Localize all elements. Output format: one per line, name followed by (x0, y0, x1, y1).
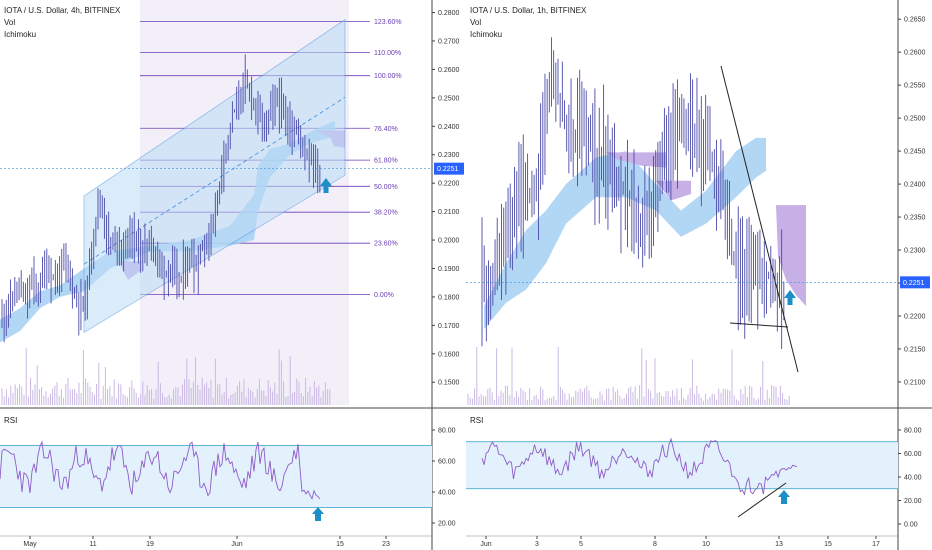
date-tick-label: 5 (579, 541, 583, 548)
price-tick-label: 0.2200 (438, 181, 460, 188)
right-ichimoku-label: Ichimoku (470, 30, 503, 39)
up-arrow-icon (778, 490, 790, 504)
trendline-lower (729, 322, 789, 328)
right-chart-svg: 0.2650 0.2600 0.2550 0.2500 0.2450 0.2400 0.23… (466, 0, 932, 550)
fib-level-label: 100.00% (374, 73, 402, 80)
left-chart-pane: 0.2800 0.2700 0.2600 0.2500 0.2400 0.2300 0.22… (0, 0, 466, 550)
price-tick-label: 0.2500 (438, 95, 460, 102)
price-tick-label: 0.2350 (904, 215, 926, 222)
left-chart-title: IOTA / U.S. Dollar, 4h, BITFINEX (4, 6, 121, 15)
price-tick-label: 0.2800 (438, 10, 460, 17)
rsi-band (0, 445, 432, 508)
price-tick-label: 0.2600 (438, 67, 460, 74)
current-price-label: 0.2251 (903, 280, 925, 287)
date-tick-label: Jun (231, 541, 242, 548)
current-price-label: 0.2251 (437, 166, 459, 173)
price-tick-label: 0.2700 (438, 38, 460, 45)
price-tick-label: 0.1800 (438, 294, 460, 301)
rsi-line (0, 440, 321, 500)
price-tick-label: 0.2500 (904, 116, 926, 123)
date-tick-label: 17 (872, 541, 880, 548)
date-tick-label: 13 (775, 541, 783, 548)
right-rsi-label: RSI (470, 416, 484, 425)
price-tick-label: 0.2150 (904, 346, 926, 353)
price-tick-label: 0.2600 (904, 50, 926, 57)
rsi-trendline (737, 482, 787, 518)
price-tick-label: 0.2000 (438, 238, 460, 245)
rsi-tick-label: 20.00 (438, 521, 456, 528)
date-tick-label: May (23, 541, 37, 548)
date-tick-label: Jun (480, 541, 491, 548)
price-tick-label: 0.2200 (904, 313, 926, 320)
trendline-upper (720, 65, 799, 373)
date-tick-label: 23 (382, 541, 390, 548)
rsi-tick-label: 60.00 (904, 451, 922, 458)
date-tick-label: 3 (535, 541, 539, 548)
rsi-line (481, 437, 798, 496)
date-tick-label: 19 (146, 541, 154, 548)
price-tick-label: 0.2100 (904, 379, 926, 386)
right-chart-title: IOTA / U.S. Dollar, 1h, BITFINEX (470, 6, 587, 15)
ichimoku-cloud-bearish (776, 205, 806, 307)
right-legend: IOTA / U.S. Dollar, 1h, BITFINEX Vol Ich… (470, 5, 586, 41)
rsi-tick-label: 80.00 (904, 428, 922, 435)
price-tick-label: 0.2550 (904, 83, 926, 90)
date-tick-label: 15 (336, 541, 344, 548)
rsi-tick-label: 20.00 (904, 498, 922, 505)
current-price-tag (434, 162, 464, 175)
rsi-tick-label: 40.00 (438, 490, 456, 497)
current-price-tag (900, 276, 930, 289)
price-tick-label: 0.1500 (438, 380, 460, 387)
up-arrow-icon (320, 178, 332, 193)
rsi-tick-label: 40.00 (904, 475, 922, 482)
ichimoku-cloud (484, 137, 766, 330)
date-tick-label: 11 (89, 541, 96, 548)
date-tick-label: 10 (702, 541, 710, 548)
rsi-band (466, 441, 898, 489)
price-tick-label: 0.2400 (904, 182, 926, 189)
fib-level-label: 76.40% (374, 126, 398, 133)
price-tick-label: 0.2650 (904, 17, 926, 24)
date-tick-label: 8 (653, 541, 657, 548)
rsi-tick-label: 80.00 (438, 428, 456, 435)
right-chart-pane: 0.2650 0.2600 0.2550 0.2500 0.2450 0.2400 0.23… (466, 0, 932, 550)
ichimoku-cloud-bearish (656, 180, 691, 201)
price-tick-label: 0.1700 (438, 323, 460, 330)
fib-level-label: 38.20% (374, 210, 398, 217)
price-tick-label: 0.1900 (438, 266, 460, 273)
price-tick-label: 0.2300 (904, 248, 926, 255)
up-arrow-icon (312, 507, 324, 521)
rsi-tick-label: 60.00 (438, 459, 456, 466)
price-tick-label: 0.2400 (438, 124, 460, 131)
date-tick-label: 15 (824, 541, 832, 548)
up-arrow-icon (784, 290, 796, 305)
fib-level-label: 0.00% (374, 292, 394, 299)
rsi-tick-label: 0.00 (904, 522, 918, 529)
left-rsi-label: RSI (4, 416, 18, 425)
price-tick-label: 0.2300 (438, 152, 460, 159)
price-tick-label: 0.1600 (438, 351, 460, 358)
left-chart-svg: 0.2800 0.2700 0.2600 0.2500 0.2400 0.2300 0.22… (0, 0, 466, 550)
left-vol-label: Vol (4, 18, 16, 27)
fib-level-label: 110.00% (374, 50, 401, 57)
fib-level-label: 61.80% (374, 158, 398, 165)
left-ichimoku-label: Ichimoku (4, 30, 37, 39)
right-vol-label: Vol (470, 18, 482, 27)
fib-level-label: 123.60% (374, 19, 402, 26)
left-legend: IOTA / U.S. Dollar, 4h, BITFINEX Vol Ich… (4, 5, 120, 41)
price-tick-label: 0.2100 (438, 209, 460, 216)
fib-level-label: 50.00% (374, 184, 398, 191)
price-tick-label: 0.2450 (904, 149, 926, 156)
fib-level-label: 23.60% (374, 241, 398, 248)
